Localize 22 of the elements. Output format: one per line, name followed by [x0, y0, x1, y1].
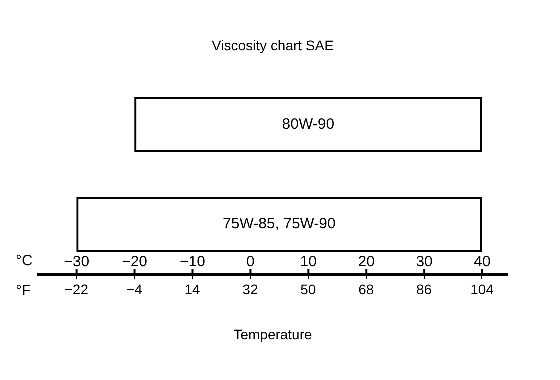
x-tick-label: −22 — [64, 282, 89, 298]
x-tick-label: 86 — [416, 282, 432, 298]
x2-tick-label: 10 — [300, 253, 317, 270]
x-tick-label: 104 — [470, 282, 494, 298]
x2-tick-label: −10 — [180, 253, 206, 270]
x2-tick-label: 40 — [474, 253, 491, 270]
x2-tick-label: −20 — [122, 253, 148, 270]
x-tick-label: 14 — [184, 282, 201, 298]
x2-tick-label: −30 — [64, 253, 90, 270]
x2-tick-label: 20 — [358, 253, 375, 270]
x-tick-label: −4 — [126, 282, 143, 298]
x2-tick-label: 30 — [416, 253, 433, 270]
text: °C — [16, 252, 33, 270]
x-tick-label: 68 — [358, 282, 374, 298]
y-tick-label: 75W-85, 75W-90 — [223, 216, 336, 233]
text: °F — [16, 282, 32, 300]
x-axis-title: Temperature — [234, 326, 313, 342]
x-tick-label: 32 — [242, 282, 258, 298]
x-tick-label: 50 — [300, 282, 316, 298]
y-tick-label: 80W-90 — [282, 116, 335, 133]
x2-tick-label: 0 — [246, 253, 255, 270]
chart-title: Viscosity chart SAE — [212, 37, 334, 54]
